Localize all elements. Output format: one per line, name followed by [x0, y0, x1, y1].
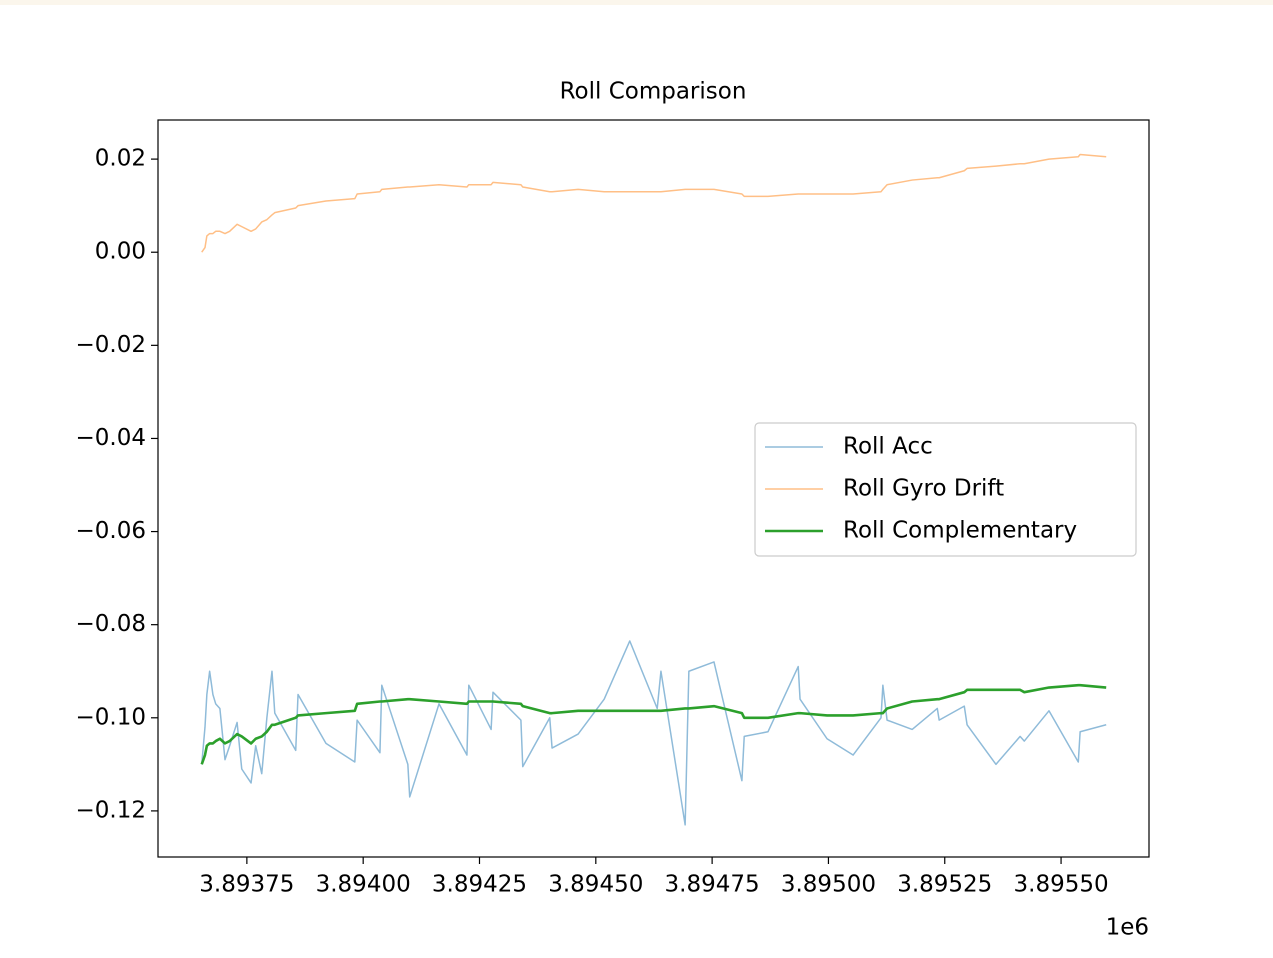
- x-offset-label: 1e6: [1106, 915, 1149, 941]
- y-tick-label: −0.12: [76, 797, 146, 823]
- legend-label: Roll Complementary: [843, 518, 1077, 544]
- x-tick-label: 3.89450: [548, 872, 643, 898]
- plot-frame: [157, 119, 1150, 858]
- legend: Roll Acc Roll Gyro Drift Roll Complementar…: [754, 422, 1137, 557]
- legend-label: Roll Acc: [843, 434, 933, 460]
- x-tick-label: 3.89475: [665, 872, 760, 898]
- top-strip: [0, 0, 1273, 5]
- legend-label: Roll Gyro Drift: [843, 476, 1004, 502]
- y-tick-label: 0.00: [95, 239, 146, 265]
- x-tick-label: 3.89550: [1014, 872, 1109, 898]
- x-tick-label: 3.89500: [781, 872, 876, 898]
- y-tick-label: −0.06: [76, 518, 146, 544]
- line-series: [200, 683, 1107, 765]
- line-series: [200, 640, 1107, 826]
- y-tick-label: 0.02: [95, 146, 146, 172]
- y-tick-label: −0.10: [76, 704, 146, 730]
- y-tick-label: −0.08: [76, 611, 146, 637]
- legend-box: [754, 422, 1137, 557]
- chart-title: Roll Comparison: [560, 79, 747, 105]
- x-tick-label: 3.89525: [897, 872, 992, 898]
- y-tick-label: −0.02: [76, 332, 146, 358]
- line-series: [201, 153, 1107, 253]
- y-tick-label: −0.04: [76, 425, 146, 451]
- x-tick-label: 3.89400: [316, 872, 411, 898]
- x-tick-label: 3.89425: [432, 872, 527, 898]
- x-tick-label: 3.89375: [199, 872, 294, 898]
